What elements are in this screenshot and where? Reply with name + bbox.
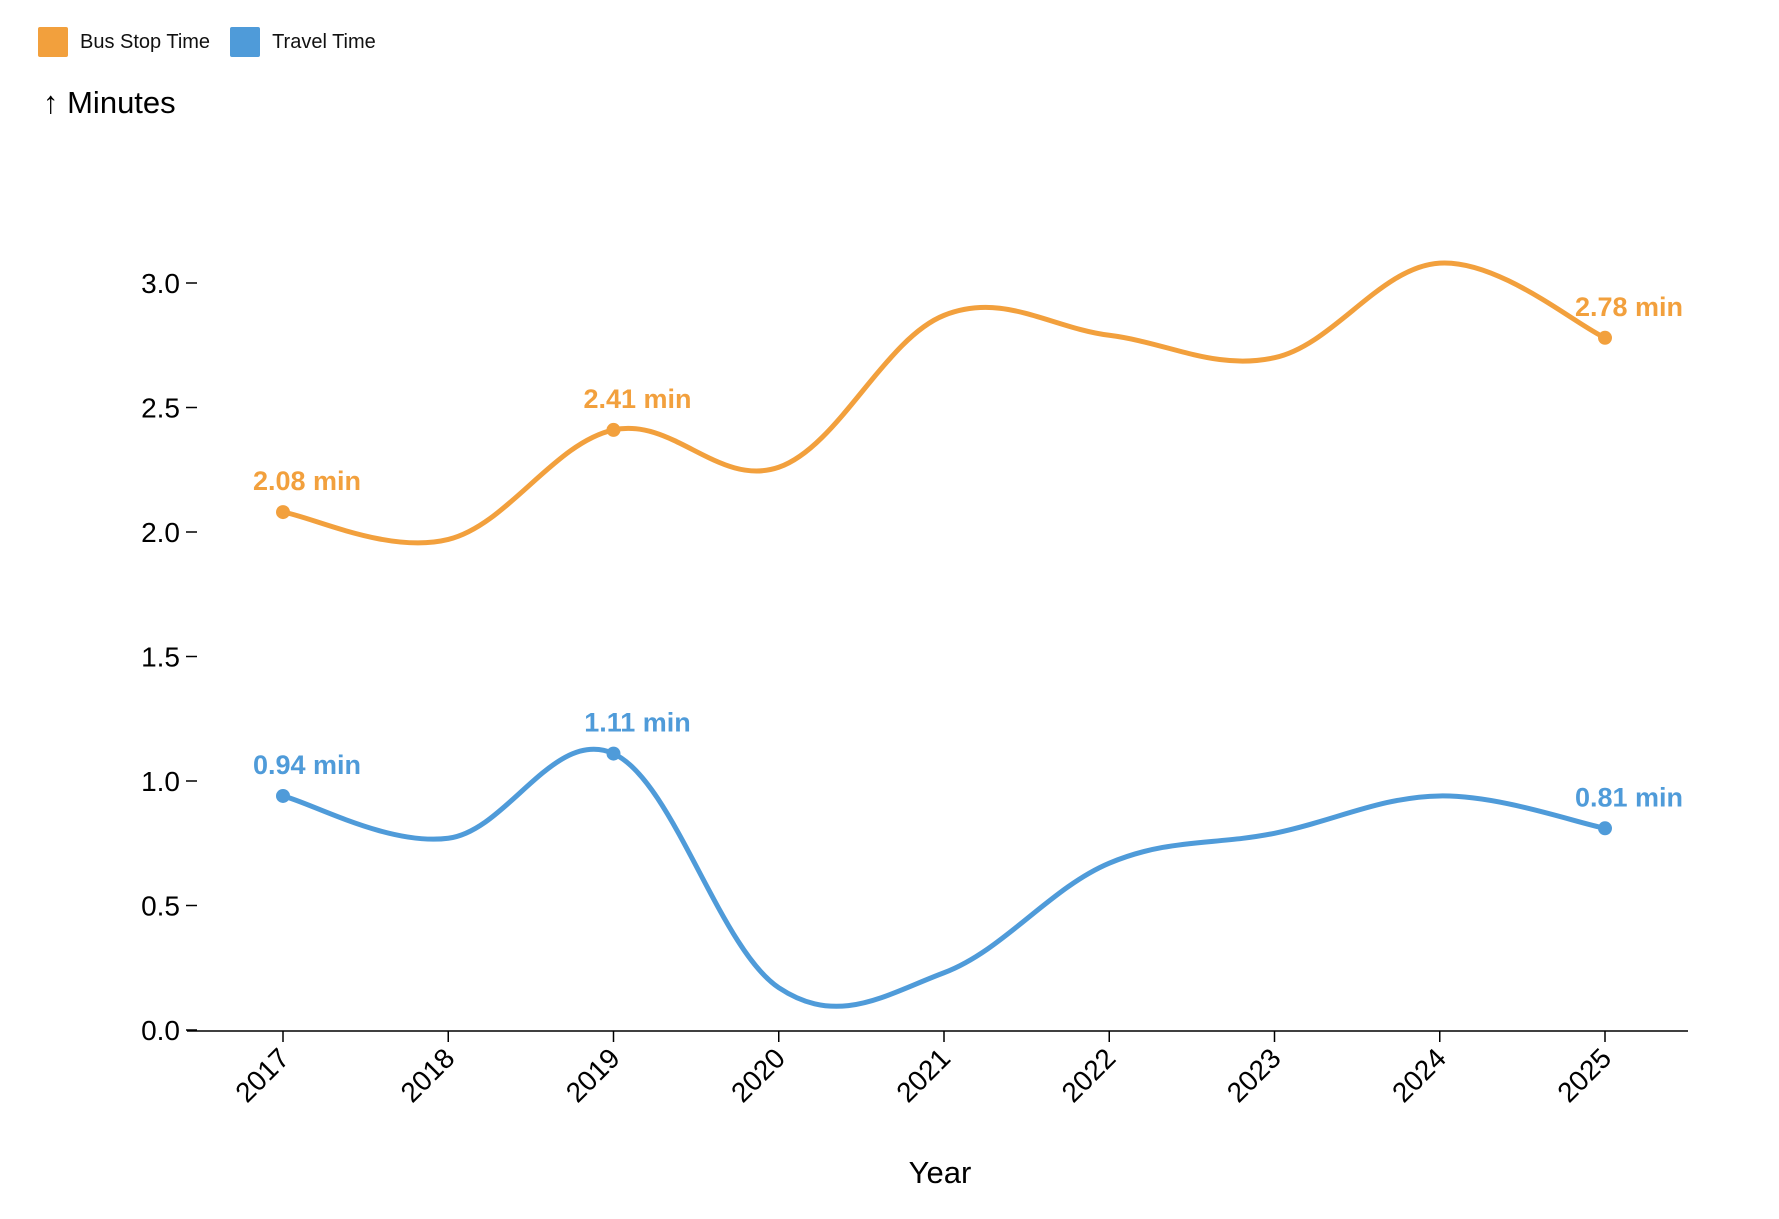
y-tick-label-5: 2.5 [141,393,180,424]
x-tick-label-1: 2018 [395,1042,461,1108]
x-tick-label-6: 2023 [1221,1042,1287,1108]
data-label-bus-stop-time-2017: 2.08 min [253,466,361,496]
x-tick-label-8: 2025 [1551,1042,1617,1108]
legend-label-travel-time: Travel Time [272,30,376,53]
legend-item-bus-stop-time[interactable]: Bus Stop Time [38,27,210,57]
data-label-bus-stop-time-2025: 2.78 min [1575,292,1683,322]
x-tick-label-3: 2020 [725,1042,791,1108]
y-axis-title: ↑ Minutes [43,85,176,120]
data-point-travel-time-2017 [276,788,290,803]
x-tick-label-2: 2019 [560,1042,626,1108]
x-tick-label-4: 2021 [890,1042,956,1108]
legend-swatch-travel-time [230,27,261,57]
data-point-travel-time-2019 [606,746,621,761]
legend-item-travel-time[interactable]: Travel Time [230,27,376,57]
x-tick-label-5: 2022 [1056,1042,1122,1108]
data-label-travel-time-2025: 0.81 min [1575,782,1683,812]
series-line-travel-time [280,746,1608,1009]
data-point-travel-time-2025 [1598,821,1612,836]
x-tick-label-0: 2017 [229,1042,295,1108]
data-points [276,330,1612,836]
y-tick-label-6: 3.0 [141,268,180,299]
data-label-bus-stop-time-2019: 2.41 min [583,384,691,414]
x-axis-title: Year [909,1155,972,1190]
y-tick-label-4: 2.0 [141,517,180,548]
x-tick-label-7: 2024 [1386,1042,1452,1108]
y-tick-label-3: 1.5 [141,642,180,673]
legend: Bus Stop Time Travel Time [38,27,376,57]
series-lines [280,260,1608,1009]
data-labels: 2.08 min 2.41 min 2.78 min 0.94 min 1.11 min… [253,292,1683,813]
legend-label-bus-stop-time: Bus Stop Time [80,30,211,53]
data-point-bus-stop-time-2025 [1598,330,1612,345]
legend-swatch-bus-stop-time [38,27,68,57]
data-label-travel-time-2017: 0.94 min [253,750,361,780]
y-tick-label-2: 1.0 [141,766,180,797]
y-tick-label-1: 0.5 [141,891,180,922]
y-tick-label-0: 0.0 [141,1015,180,1046]
data-point-bus-stop-time-2019 [606,422,621,437]
data-label-travel-time-2019: 1.11 min [584,708,691,738]
series-line-bus-stop-time [280,260,1608,546]
data-point-bus-stop-time-2017 [276,505,290,520]
